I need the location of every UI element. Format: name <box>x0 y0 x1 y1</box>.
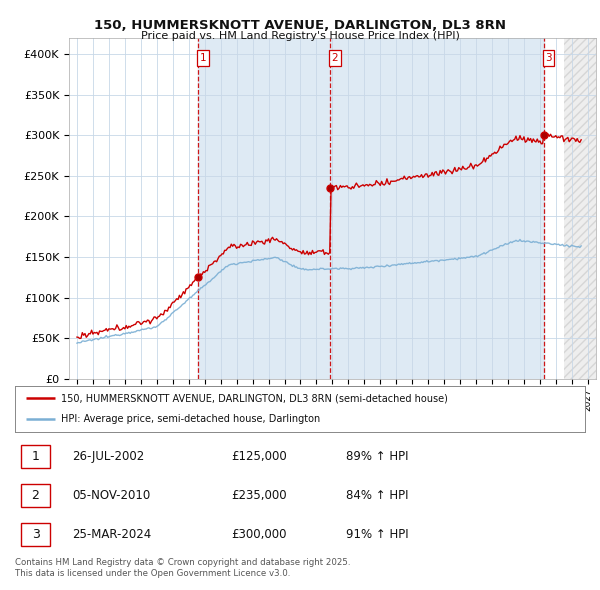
Text: 2: 2 <box>331 53 338 63</box>
Text: £300,000: £300,000 <box>232 528 287 541</box>
Text: 150, HUMMERSKNOTT AVENUE, DARLINGTON, DL3 8RN (semi-detached house): 150, HUMMERSKNOTT AVENUE, DARLINGTON, DL… <box>61 394 448 404</box>
Text: 3: 3 <box>545 53 552 63</box>
Text: 91% ↑ HPI: 91% ↑ HPI <box>346 528 408 541</box>
Text: 150, HUMMERSKNOTT AVENUE, DARLINGTON, DL3 8RN: 150, HUMMERSKNOTT AVENUE, DARLINGTON, DL… <box>94 19 506 32</box>
Text: 1: 1 <box>32 450 40 463</box>
Text: 1: 1 <box>199 53 206 63</box>
Text: Contains HM Land Registry data © Crown copyright and database right 2025.
This d: Contains HM Land Registry data © Crown c… <box>15 558 350 578</box>
Text: £235,000: £235,000 <box>232 489 287 502</box>
Bar <box>198 38 544 379</box>
Text: 2: 2 <box>32 489 40 502</box>
Text: 89% ↑ HPI: 89% ↑ HPI <box>346 450 408 463</box>
FancyBboxPatch shape <box>20 484 50 507</box>
Text: 84% ↑ HPI: 84% ↑ HPI <box>346 489 408 502</box>
Text: 26-JUL-2002: 26-JUL-2002 <box>72 450 144 463</box>
Bar <box>564 38 596 379</box>
Text: 25-MAR-2024: 25-MAR-2024 <box>72 528 151 541</box>
Text: 3: 3 <box>32 528 40 541</box>
Text: HPI: Average price, semi-detached house, Darlington: HPI: Average price, semi-detached house,… <box>61 414 320 424</box>
FancyBboxPatch shape <box>20 523 50 546</box>
Text: Price paid vs. HM Land Registry's House Price Index (HPI): Price paid vs. HM Land Registry's House … <box>140 31 460 41</box>
Text: 05-NOV-2010: 05-NOV-2010 <box>72 489 150 502</box>
Text: £125,000: £125,000 <box>232 450 287 463</box>
FancyBboxPatch shape <box>20 445 50 468</box>
